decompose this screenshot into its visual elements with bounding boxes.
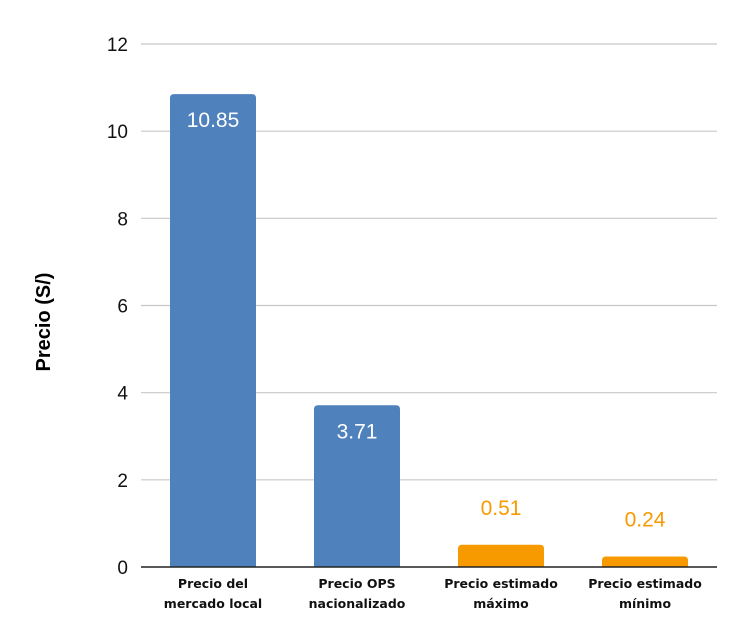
y-axis-ticks: 0 2 4 6 8 10 12 [107,35,129,579]
data-label: 3.71 [337,420,378,443]
x-category-label-line: Precio del [178,576,248,591]
y-tick-label: 0 [117,558,128,579]
data-label: 10.85 [187,109,240,132]
x-category-label: Precio estimado mínimo [588,576,702,611]
x-category-label: Precio del mercado local [164,576,262,611]
y-tick-label: 2 [117,471,128,492]
x-category-label-line: nacionalizado [309,596,406,611]
bar [458,544,544,567]
x-category-label: Precio estimado máximo [444,576,558,611]
y-tick-label: 10 [107,122,128,143]
x-axis: Precio del mercado local Precio OPS naciona… [141,566,717,611]
x-category-label-line: máximo [473,596,529,611]
bars [170,94,688,567]
x-category-label-line: Precio estimado [588,576,702,591]
data-labels: 10.85 3.71 0.51 0.24 [187,109,666,531]
y-axis-title: Precio (S/) [33,273,55,372]
x-category-label: Precio OPS nacionalizado [309,576,406,611]
bar [314,405,400,567]
y-tick-label: 12 [107,35,128,56]
x-category-label-line: Precio OPS [318,576,395,591]
data-label: 0.24 [625,509,666,532]
y-tick-label: 8 [117,209,128,230]
x-category-label-line: mínimo [619,596,672,611]
data-label: 0.51 [481,497,522,520]
x-category-label-line: mercado local [164,596,262,611]
bar [602,556,688,567]
x-category-label-line: Precio estimado [444,576,558,591]
bar [170,94,256,567]
y-tick-label: 6 [117,297,128,318]
y-tick-label: 4 [117,384,128,405]
